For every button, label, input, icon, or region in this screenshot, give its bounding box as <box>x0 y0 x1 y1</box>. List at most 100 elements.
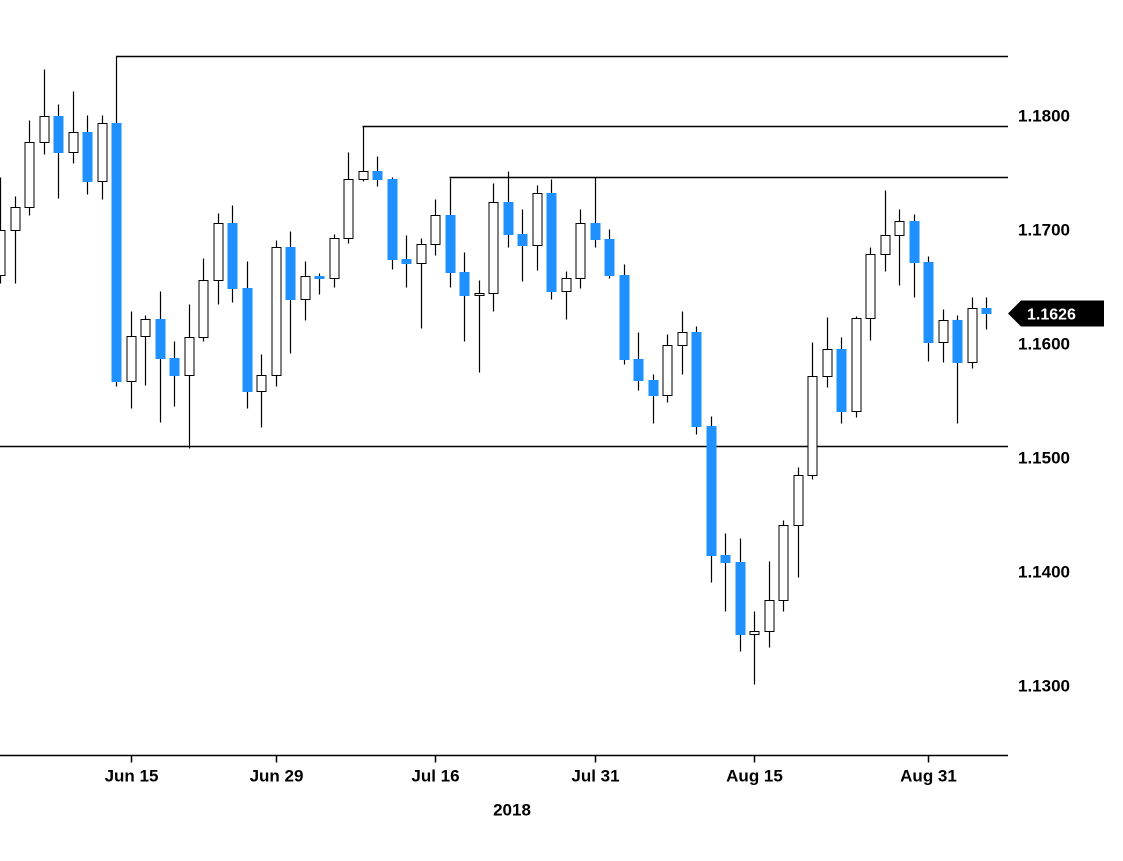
candle <box>314 273 325 295</box>
candle <box>140 315 151 386</box>
candle-body <box>256 375 267 392</box>
candles-layer <box>0 56 992 685</box>
candle-body <box>880 235 891 255</box>
candle-body <box>184 337 195 376</box>
candle-body <box>82 132 93 182</box>
candle-body <box>909 221 920 263</box>
candle <box>271 240 282 387</box>
candle <box>372 156 383 187</box>
candle <box>126 311 137 409</box>
candle-body <box>430 215 441 245</box>
y-axis: 1.1800 1.1700 1.1600 1.1500 1.1400 1.1300 <box>1018 107 1070 696</box>
candle-body <box>546 193 557 292</box>
candle-body <box>807 376 818 476</box>
candle <box>82 115 93 195</box>
candle <box>662 334 673 403</box>
candle <box>836 337 847 424</box>
candle <box>474 280 485 373</box>
candle <box>691 326 702 435</box>
candle <box>387 177 398 270</box>
x-tick-label: Jul 31 <box>571 767 619 786</box>
candle <box>343 152 354 244</box>
candle <box>981 297 992 330</box>
candle <box>213 213 224 305</box>
candle-body <box>532 193 543 246</box>
candle <box>909 214 920 298</box>
candle-body <box>981 308 992 314</box>
candle <box>445 178 456 288</box>
candle-body <box>561 278 572 292</box>
candle-body <box>503 202 514 235</box>
candle-body <box>155 319 166 359</box>
candle <box>604 229 615 279</box>
x-tick-label: Aug 31 <box>900 767 957 786</box>
candle-body <box>314 276 325 279</box>
candle-body <box>474 293 485 296</box>
y-axis-label: 1.1700 <box>1018 221 1070 240</box>
candle-body <box>39 116 50 143</box>
candle <box>706 416 717 583</box>
candle <box>764 561 775 648</box>
candle-body <box>271 247 282 376</box>
candle <box>720 533 731 612</box>
candle <box>938 309 949 363</box>
candle <box>503 171 514 248</box>
candle <box>677 311 688 375</box>
candle-body <box>735 562 746 635</box>
candle <box>807 342 818 480</box>
y-axis-label: 1.1600 <box>1018 335 1070 354</box>
candle-body <box>242 288 253 392</box>
candle <box>880 190 891 272</box>
candle <box>488 183 499 312</box>
y-axis-label: 1.1300 <box>1018 677 1070 696</box>
candle-body <box>764 600 775 632</box>
candle-body <box>938 320 949 343</box>
candle-body <box>68 132 79 153</box>
price-tag-shape <box>1008 300 1104 327</box>
candle <box>459 252 470 342</box>
candle <box>97 115 108 200</box>
candle <box>590 177 601 248</box>
candle-body <box>648 380 659 396</box>
candle-body <box>387 179 398 260</box>
candle <box>68 91 79 164</box>
candle <box>517 209 528 282</box>
last-price-tag: 1.1626 <box>1008 300 1104 327</box>
candle-body <box>140 319 151 337</box>
candle-body <box>894 221 905 236</box>
candle <box>416 238 427 329</box>
candle-body <box>793 475 804 526</box>
candle <box>430 199 441 256</box>
candle <box>793 467 804 578</box>
candle-body <box>53 116 64 153</box>
candle <box>967 297 978 369</box>
x-tick-label: Jun 15 <box>105 767 159 786</box>
x-tick-label: Jul 16 <box>411 767 459 786</box>
candle <box>300 261 311 321</box>
candle <box>923 256 934 362</box>
candle-body <box>575 223 586 279</box>
candle <box>155 291 166 423</box>
candle-body <box>285 247 296 300</box>
candle-body <box>749 631 760 635</box>
candle-body <box>198 280 209 338</box>
x-axis: Jun 15 Jun 29 Jul 16 Jul 31 Aug 15 Aug 31 2018 <box>0 754 1008 820</box>
candle-body <box>488 202 499 294</box>
candle <box>546 179 557 300</box>
x-tick-label: Aug 15 <box>726 767 783 786</box>
candle <box>619 264 630 365</box>
candle <box>575 209 586 289</box>
y-axis-label: 1.1400 <box>1018 563 1070 582</box>
candle-body <box>358 171 369 180</box>
candle-body <box>445 215 456 273</box>
candle-body <box>619 275 630 360</box>
candle-body <box>836 349 847 412</box>
candle <box>851 316 862 418</box>
candle <box>648 374 659 424</box>
candle <box>24 120 35 216</box>
candle-body <box>111 123 122 382</box>
candle-body <box>329 238 340 279</box>
candle-body <box>633 359 644 381</box>
candle-body <box>706 426 717 556</box>
